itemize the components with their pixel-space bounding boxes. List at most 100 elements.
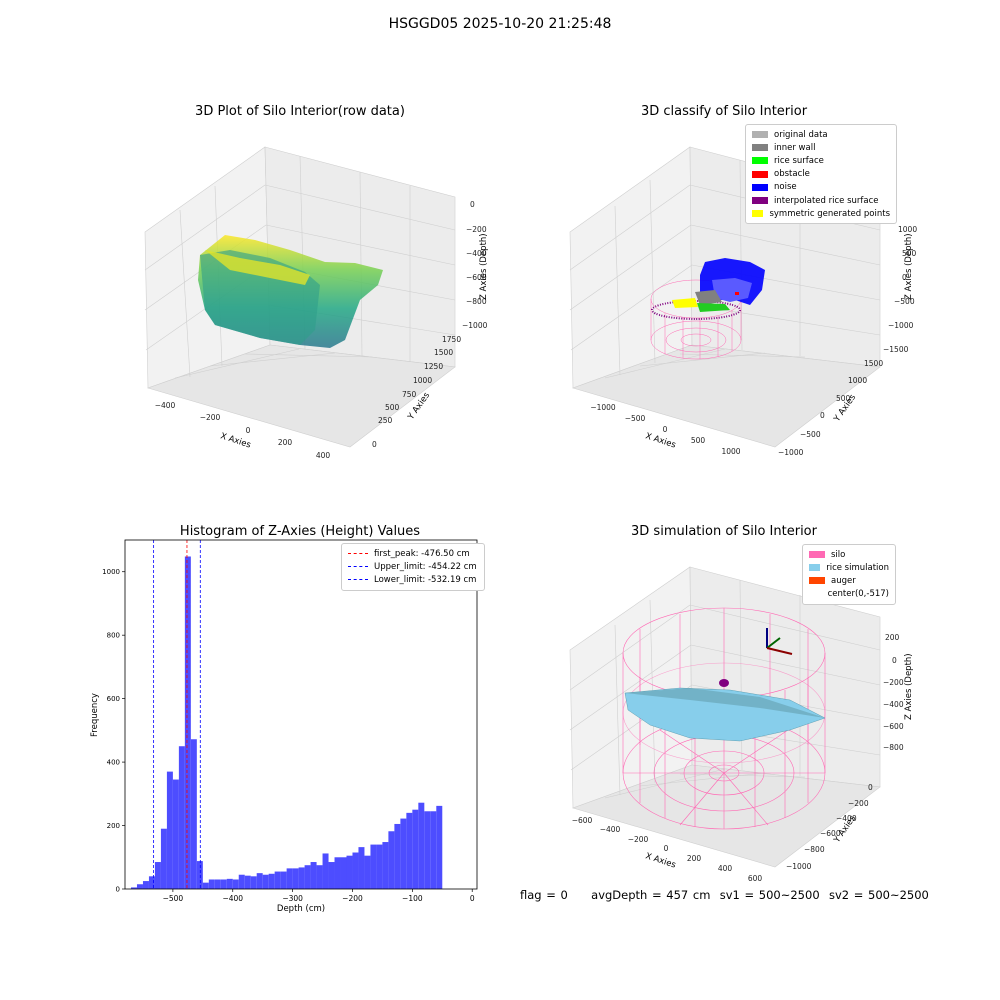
histogram-x-tick-label: −400: [222, 894, 243, 903]
svg-text:−1000: −1000: [590, 403, 616, 412]
panel2-classified-points: [651, 258, 765, 320]
histogram-bar: [412, 809, 419, 889]
histogram-bar: [226, 878, 233, 889]
histogram-legend-item: Lower_limit: -532.19 cm: [348, 573, 478, 586]
panel2-legend-item: interpolated rice surface: [752, 194, 890, 207]
histogram-bar: [334, 857, 341, 889]
svg-text:400: 400: [718, 864, 733, 873]
histogram-bar: [364, 855, 371, 889]
histogram-legend-item: Upper_limit: -454.22 cm: [348, 560, 478, 573]
svg-text:1500: 1500: [434, 348, 453, 357]
legend-color-swatch: [809, 577, 825, 585]
histogram-x-tick-label: −100: [402, 894, 423, 903]
histogram-x-tick-label: −500: [163, 894, 184, 903]
svg-text:−200: −200: [628, 835, 649, 844]
auger-marker: [719, 628, 793, 687]
legend-label: Lower_limit: -532.19 cm: [374, 574, 477, 585]
panel4-legend: silo rice simulation auger center(0,-517): [802, 544, 896, 605]
legend-line-swatch: [348, 566, 368, 568]
svg-text:−800: −800: [883, 743, 904, 752]
panel4-zlabel: Z Axies (Depth): [904, 653, 914, 720]
legend-color-swatch: [752, 197, 768, 205]
panel2-legend-item: inner wall: [752, 141, 890, 154]
legend-label: original data: [774, 129, 828, 140]
legend-label: symmetric generated points: [769, 208, 890, 219]
histogram-bar: [142, 881, 149, 889]
histogram-bar: [370, 844, 377, 889]
svg-text:500: 500: [902, 249, 917, 258]
svg-text:1500: 1500: [864, 359, 883, 368]
histogram-bar: [184, 556, 191, 889]
svg-text:−800: −800: [466, 297, 487, 306]
svg-text:250: 250: [378, 416, 393, 425]
panel1-zlabel: Z Axies (Depth): [479, 233, 489, 300]
svg-text:0: 0: [868, 783, 873, 792]
svg-text:−400: −400: [466, 249, 487, 258]
panel2-legend: original data inner wall rice surface obsta…: [745, 124, 897, 225]
legend-color-swatch: [809, 551, 825, 559]
panel2-legend-item: noise: [752, 181, 890, 194]
histogram-vlines: [153, 540, 201, 889]
histogram-bar: [256, 873, 263, 889]
legend-line-swatch: [348, 579, 368, 581]
histogram-bar: [274, 871, 281, 889]
histogram-bar: [208, 879, 215, 889]
histogram-legend: first_peak: -476.50 cm Upper_limit: -454.…: [341, 543, 485, 591]
svg-text:−200: −200: [848, 799, 869, 808]
svg-text:0: 0: [663, 425, 668, 434]
svg-text:200: 200: [278, 438, 293, 447]
svg-text:750: 750: [402, 390, 417, 399]
svg-text:−600: −600: [820, 829, 841, 838]
histogram-bar: [196, 861, 203, 889]
histogram-y-tick-label: 1000: [102, 568, 120, 576]
legend-line-swatch: [348, 553, 368, 555]
histogram-bar: [244, 875, 251, 889]
panel4-axes-box: [569, 566, 881, 868]
panel4-rice-surface: [624, 687, 826, 742]
legend-color-swatch: [752, 144, 768, 152]
svg-text:−400: −400: [883, 700, 904, 709]
histogram-y-ticks: 0 200 400 600 800 1000: [102, 568, 125, 894]
panel3-title: Histogram of Z-Axies (Height) Values: [179, 524, 421, 539]
histogram-bar: [268, 873, 275, 889]
histogram-x-tick-label: 0: [470, 894, 475, 903]
svg-text:−600: −600: [466, 273, 487, 282]
histogram-x-tick-label: −300: [282, 894, 303, 903]
status-flag: flag = 0: [520, 888, 568, 902]
histogram-frame: [124, 539, 478, 890]
histogram-x-ticks: −500 −400 −300 −200 −100 0: [163, 889, 475, 903]
svg-text:−1000: −1000: [786, 862, 812, 871]
histogram-bar: [136, 884, 143, 889]
histogram-bar: [130, 887, 137, 889]
histogram-bar: [376, 844, 383, 889]
panel2-legend-item: original data: [752, 128, 890, 141]
histogram-bar: [298, 867, 305, 889]
legend-color-swatch: [752, 157, 768, 165]
histogram-bar: [232, 879, 239, 889]
histogram-bar: [388, 831, 395, 889]
svg-text:−500: −500: [800, 430, 821, 439]
histogram-bar: [292, 868, 299, 889]
legend-label: rice simulation: [826, 562, 889, 573]
histogram-bar: [166, 771, 173, 889]
svg-text:−400: −400: [600, 825, 621, 834]
svg-text:0: 0: [892, 656, 897, 665]
status-sv1: sv1 = 500~2500: [719, 888, 820, 902]
legend-color-swatch: [752, 170, 768, 178]
svg-text:0: 0: [902, 273, 907, 282]
legend-label: noise: [774, 182, 797, 193]
svg-text:−1000: −1000: [778, 448, 804, 457]
svg-text:−400: −400: [836, 814, 857, 823]
histogram-bar: [220, 879, 227, 889]
histogram-bar: [400, 818, 407, 889]
svg-text:−1000: −1000: [462, 321, 488, 330]
legend-label: Upper_limit: -454.22 cm: [374, 561, 477, 572]
histogram-bar: [322, 853, 329, 889]
histogram-bar: [172, 779, 179, 889]
histogram-bars: [130, 556, 443, 889]
histogram-bar: [304, 865, 311, 889]
legend-label: interpolated rice surface: [774, 195, 879, 206]
histogram-bar: [406, 812, 413, 889]
